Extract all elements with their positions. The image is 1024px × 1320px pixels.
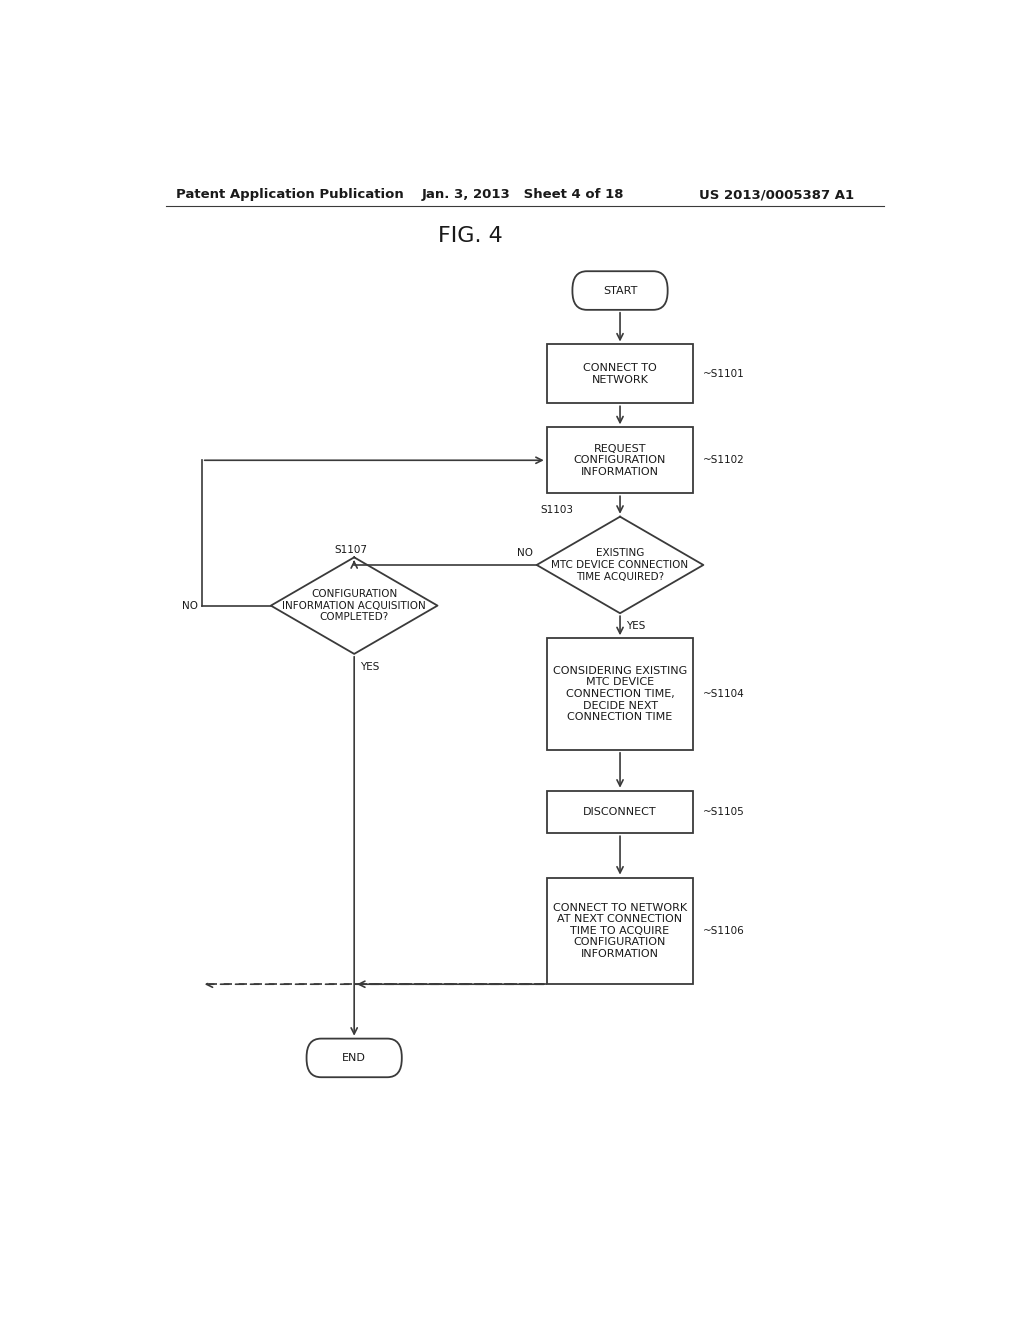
Text: CONNECT TO
NETWORK: CONNECT TO NETWORK	[583, 363, 657, 384]
Text: ~S1104: ~S1104	[702, 689, 744, 700]
FancyBboxPatch shape	[306, 1039, 401, 1077]
Text: NO: NO	[517, 548, 532, 558]
FancyBboxPatch shape	[547, 638, 693, 750]
FancyBboxPatch shape	[547, 878, 693, 985]
Text: START: START	[603, 285, 637, 296]
Text: FIG. 4: FIG. 4	[437, 226, 502, 246]
Text: ~S1101: ~S1101	[702, 368, 744, 379]
Text: Jan. 3, 2013   Sheet 4 of 18: Jan. 3, 2013 Sheet 4 of 18	[422, 189, 625, 202]
Text: REQUEST
CONFIGURATION
INFORMATION: REQUEST CONFIGURATION INFORMATION	[573, 444, 667, 477]
Text: S1103: S1103	[541, 504, 573, 515]
Text: YES: YES	[360, 663, 380, 672]
Text: ~S1106: ~S1106	[702, 925, 744, 936]
Text: ~S1102: ~S1102	[702, 455, 744, 465]
Text: CONNECT TO NETWORK
AT NEXT CONNECTION
TIME TO ACQUIRE
CONFIGURATION
INFORMATION: CONNECT TO NETWORK AT NEXT CONNECTION TI…	[553, 903, 687, 960]
Text: EXISTING
MTC DEVICE CONNECTION
TIME ACQUIRED?: EXISTING MTC DEVICE CONNECTION TIME ACQU…	[552, 548, 688, 582]
Text: CONFIGURATION
INFORMATION ACQUISITION
COMPLETED?: CONFIGURATION INFORMATION ACQUISITION CO…	[283, 589, 426, 622]
Polygon shape	[537, 516, 703, 614]
Text: ~S1105: ~S1105	[702, 807, 744, 817]
FancyBboxPatch shape	[547, 345, 693, 404]
Text: NO: NO	[182, 601, 198, 611]
FancyBboxPatch shape	[547, 428, 693, 494]
Text: END: END	[342, 1053, 367, 1063]
Text: Patent Application Publication: Patent Application Publication	[176, 189, 403, 202]
Text: CONSIDERING EXISTING
MTC DEVICE
CONNECTION TIME,
DECIDE NEXT
CONNECTION TIME: CONSIDERING EXISTING MTC DEVICE CONNECTI…	[553, 665, 687, 722]
Text: US 2013/0005387 A1: US 2013/0005387 A1	[699, 189, 854, 202]
Polygon shape	[270, 557, 437, 653]
Text: YES: YES	[627, 622, 646, 631]
FancyBboxPatch shape	[547, 791, 693, 833]
FancyBboxPatch shape	[572, 271, 668, 310]
Text: S1107: S1107	[334, 545, 368, 556]
Text: DISCONNECT: DISCONNECT	[584, 807, 656, 817]
